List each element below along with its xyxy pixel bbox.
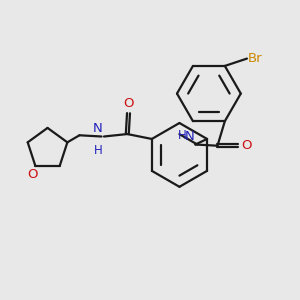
Text: N: N bbox=[93, 122, 103, 135]
Text: H: H bbox=[94, 144, 103, 157]
Text: O: O bbox=[241, 139, 251, 152]
Text: Br: Br bbox=[248, 52, 263, 65]
Text: N: N bbox=[184, 130, 194, 143]
Text: O: O bbox=[123, 97, 134, 110]
Text: H: H bbox=[178, 129, 186, 142]
Text: O: O bbox=[28, 168, 38, 181]
